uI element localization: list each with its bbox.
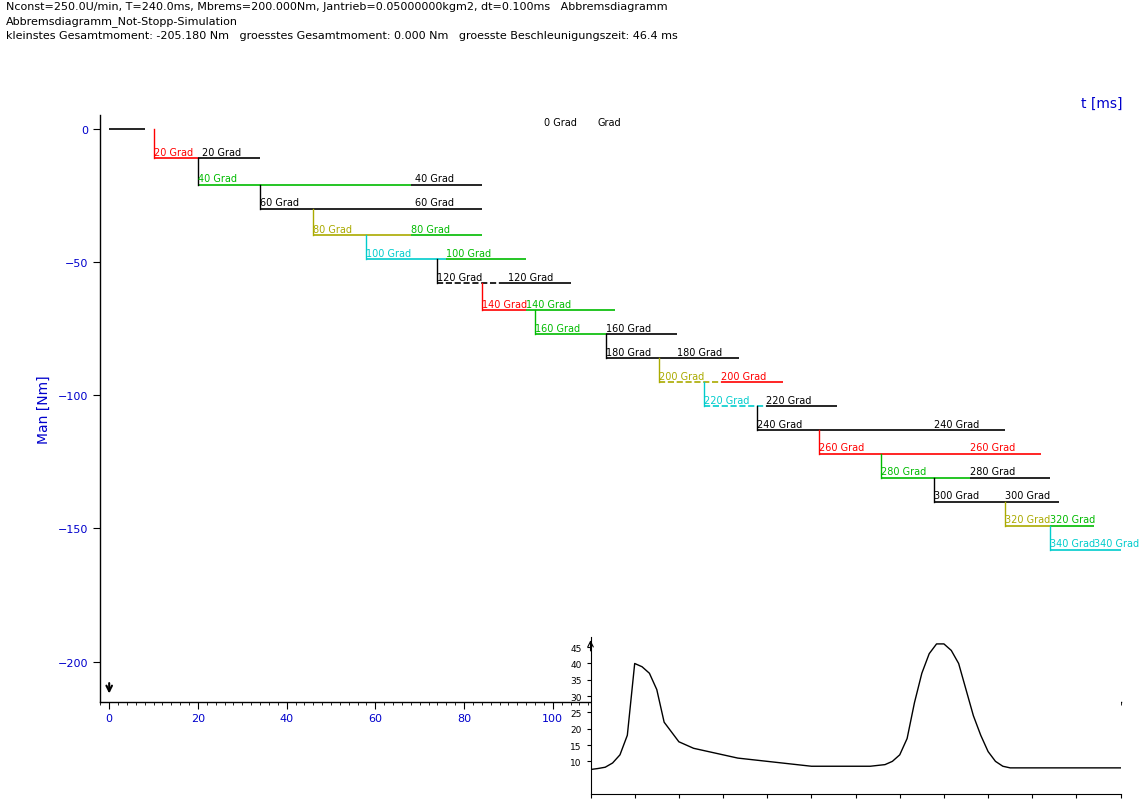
Text: 120 Grad: 120 Grad <box>438 273 482 282</box>
Text: t [ms]: t [ms] <box>1082 97 1123 111</box>
Text: kleinstes Gesamtmoment: -205.180 Nm   groesstes Gesamtmoment: 0.000 Nm   groesst: kleinstes Gesamtmoment: -205.180 Nm groe… <box>6 30 677 40</box>
Text: 300 Grad: 300 Grad <box>935 491 979 500</box>
Text: 160 Grad: 160 Grad <box>606 323 651 333</box>
Text: 120 Grad: 120 Grad <box>508 273 554 282</box>
Text: 80 Grad: 80 Grad <box>314 225 352 235</box>
Text: 260 Grad: 260 Grad <box>970 443 1015 453</box>
Text: Nconst=250.0U/min, T=240.0ms, Mbrems=200.000Nm, Jantrieb=0.05000000kgm2, dt=0.10: Nconst=250.0U/min, T=240.0ms, Mbrems=200… <box>6 2 667 11</box>
Text: 20 Grad: 20 Grad <box>203 148 242 157</box>
Text: 140 Grad: 140 Grad <box>527 299 571 310</box>
Text: 340 Grad: 340 Grad <box>1050 539 1094 549</box>
Y-axis label: Man [Nm]: Man [Nm] <box>38 375 51 444</box>
Text: 180 Grad: 180 Grad <box>606 347 651 357</box>
Text: 280 Grad: 280 Grad <box>970 467 1015 477</box>
Text: 200 Grad: 200 Grad <box>722 371 766 381</box>
Text: 100 Grad: 100 Grad <box>447 249 491 259</box>
Text: 20 Grad: 20 Grad <box>154 148 193 157</box>
Text: 320 Grad: 320 Grad <box>1005 515 1051 525</box>
Text: 140 Grad: 140 Grad <box>482 299 527 310</box>
Text: 160 Grad: 160 Grad <box>535 323 580 333</box>
Text: 240 Grad: 240 Grad <box>935 419 979 429</box>
Text: 180 Grad: 180 Grad <box>677 347 722 357</box>
Text: 220 Grad: 220 Grad <box>766 395 811 405</box>
Text: 260 Grad: 260 Grad <box>819 443 864 453</box>
Text: 280 Grad: 280 Grad <box>881 467 927 477</box>
Text: 200 Grad: 200 Grad <box>659 371 705 381</box>
Text: 240 Grad: 240 Grad <box>757 419 803 429</box>
Text: 80 Grad: 80 Grad <box>410 225 450 235</box>
Text: 220 Grad: 220 Grad <box>703 395 749 405</box>
Text: Grad: Grad <box>597 118 621 128</box>
Text: 40 Grad: 40 Grad <box>198 174 237 184</box>
Text: 0 Grad: 0 Grad <box>544 118 577 128</box>
Text: 60 Grad: 60 Grad <box>260 198 299 208</box>
Text: 300 Grad: 300 Grad <box>1005 491 1050 500</box>
Text: 60 Grad: 60 Grad <box>415 198 454 208</box>
Text: Abbremsdiagramm_Not-Stopp-Simulation: Abbremsdiagramm_Not-Stopp-Simulation <box>6 16 238 27</box>
Text: 40 Grad: 40 Grad <box>415 174 454 184</box>
Text: 340 Grad: 340 Grad <box>1094 539 1139 549</box>
Text: 320 Grad: 320 Grad <box>1050 515 1094 525</box>
Text: 100 Grad: 100 Grad <box>366 249 412 259</box>
